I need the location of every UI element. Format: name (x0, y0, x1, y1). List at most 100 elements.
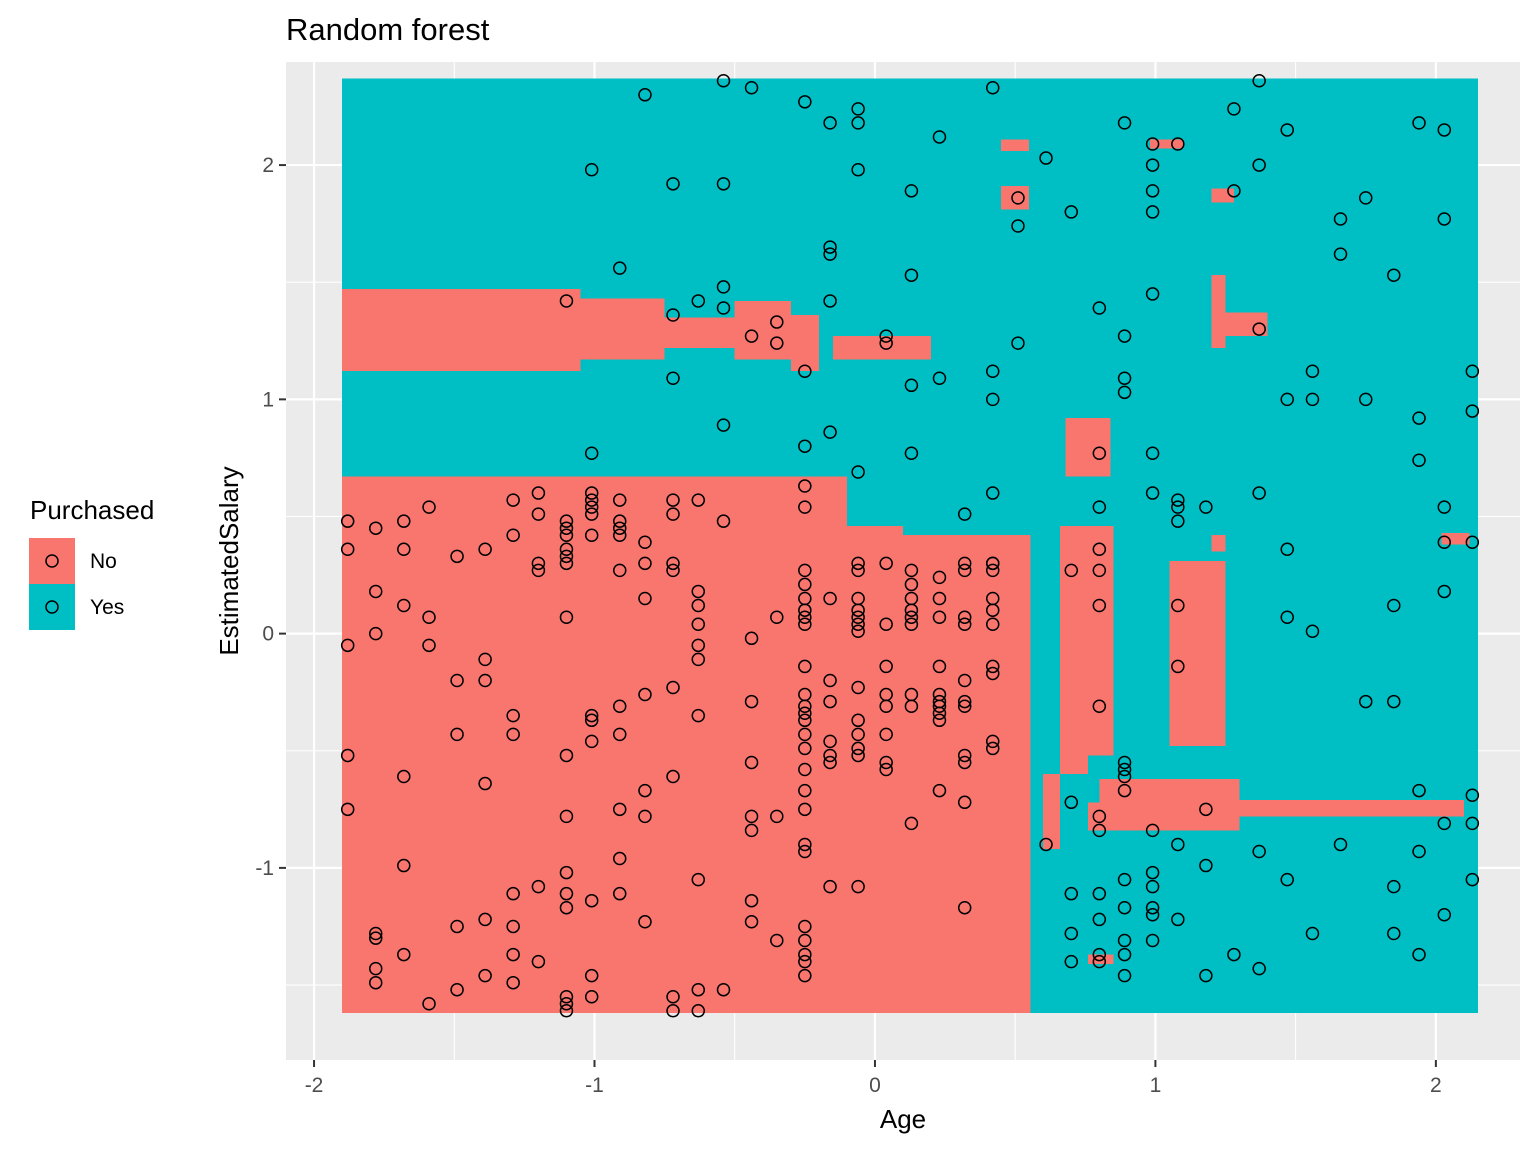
point-no (666, 556, 680, 571)
region-no (1001, 139, 1030, 152)
point-yes (1252, 73, 1266, 88)
point-no (450, 549, 464, 564)
point-yes (1199, 500, 1213, 514)
region-no (1239, 799, 1464, 817)
point-no (851, 741, 865, 756)
point-yes (1145, 158, 1160, 172)
point-no (559, 549, 574, 564)
point-no (1171, 659, 1185, 674)
point-no (368, 626, 383, 641)
point-no (691, 638, 706, 653)
point-yes (1117, 769, 1132, 784)
point-no (478, 673, 492, 688)
point-no (879, 699, 893, 713)
x-axis: -2 -1 0 1 2 (305, 1060, 1442, 1097)
point-no (851, 617, 865, 632)
point-no (450, 919, 464, 934)
point-no (932, 706, 947, 721)
point-yes (1412, 116, 1426, 130)
point-no (798, 659, 812, 674)
point-no (612, 802, 627, 817)
point-no (851, 680, 865, 695)
region-no (342, 535, 1031, 1014)
point-yes (904, 184, 919, 198)
point-yes (1092, 301, 1107, 315)
point-no (932, 591, 947, 606)
series-no (340, 137, 1452, 1018)
point-no (798, 933, 812, 948)
x-axis-title: Age (880, 1104, 926, 1134)
region-no (1211, 275, 1226, 348)
region-no (1065, 418, 1111, 477)
point-no (798, 577, 812, 592)
point-no (506, 528, 520, 542)
point-yes (716, 418, 731, 432)
point-yes (1171, 837, 1185, 852)
point-no (798, 802, 812, 817)
point-no (422, 610, 436, 624)
point-no (397, 598, 411, 613)
point-no (397, 542, 411, 557)
point-no (340, 748, 355, 763)
point-yes (1333, 212, 1348, 226)
point-no (932, 570, 947, 585)
point-no (879, 659, 893, 674)
point-yes (904, 378, 919, 393)
point-no (904, 577, 919, 592)
point-no (584, 493, 599, 507)
point-yes (716, 73, 731, 88)
point-no (397, 514, 411, 528)
point-yes (1011, 336, 1025, 350)
point-yes (1333, 837, 1348, 852)
point-no (932, 713, 947, 728)
point-no (559, 542, 574, 557)
point-no (798, 837, 812, 852)
point-no (559, 900, 574, 915)
point-no (559, 514, 574, 528)
point-yes (1171, 493, 1185, 507)
point-no (638, 591, 652, 606)
point-yes (1199, 858, 1213, 873)
point-yes (1145, 446, 1160, 460)
point-no (691, 493, 706, 507)
point-no (422, 997, 436, 1011)
point-no (340, 638, 355, 653)
point-no (851, 603, 865, 617)
point-no (957, 900, 972, 915)
point-no (985, 734, 1000, 749)
point-yes (904, 446, 919, 460)
point-yes (798, 95, 812, 109)
point-yes (851, 465, 865, 479)
legend-key-marker (45, 600, 59, 614)
point-no (584, 968, 599, 983)
point-yes (1252, 961, 1266, 976)
point-no (559, 997, 574, 1011)
point-yes (1171, 500, 1185, 514)
point-no (1145, 137, 1160, 151)
point-yes (985, 556, 1000, 571)
point-no (368, 521, 383, 535)
point-no (823, 879, 837, 894)
point-yes (985, 603, 1000, 617)
point-no (744, 694, 759, 709)
point-yes (1305, 624, 1320, 639)
point-yes (1387, 879, 1401, 894)
point-no (744, 631, 759, 646)
point-no (851, 713, 865, 728)
region-no (1441, 532, 1470, 545)
point-no (450, 727, 464, 742)
point-no (823, 748, 837, 763)
point-yes (559, 521, 574, 535)
point-no (691, 872, 706, 887)
point-yes (1437, 908, 1452, 922)
point-yes (798, 439, 812, 453)
point-yes (1117, 947, 1132, 962)
point-no (851, 556, 865, 571)
point-no (612, 563, 627, 578)
point-no (798, 563, 812, 578)
point-yes (1280, 392, 1294, 407)
point-no (744, 809, 759, 824)
x-tick-label: 2 (1430, 1074, 1442, 1097)
point-no (559, 865, 574, 880)
point-no (904, 699, 919, 713)
